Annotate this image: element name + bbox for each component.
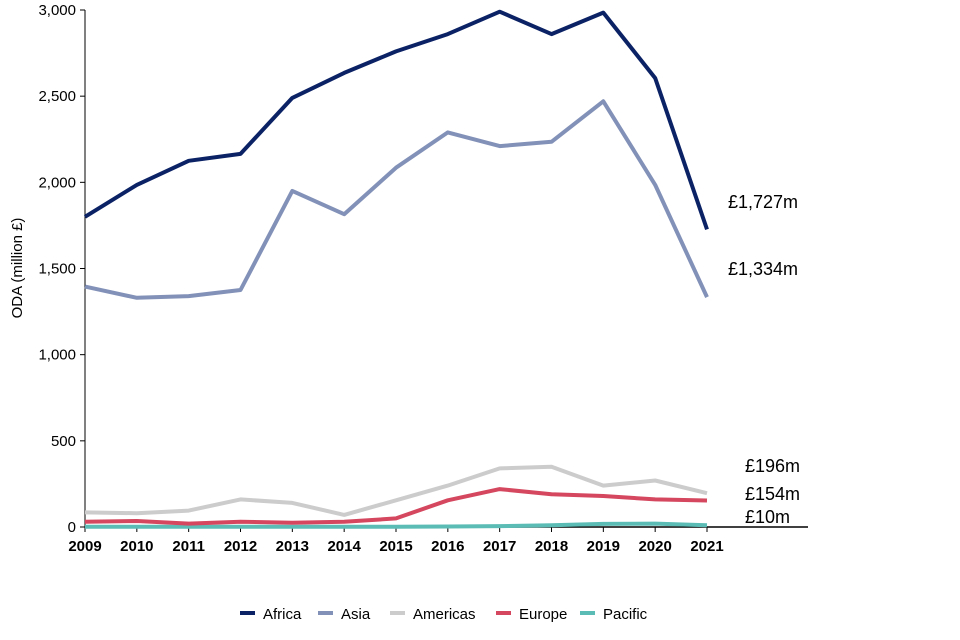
- y-axis-title: ODA (million £): [9, 218, 26, 319]
- end-labels: £1,727m £1,334m £196m £154m £10m: [728, 192, 800, 527]
- legend: Africa Asia Americas Europe Pacific: [240, 606, 648, 623]
- x-tick-label: 2015: [379, 538, 412, 555]
- y-tick-label: 3,000: [38, 2, 76, 19]
- series-line-asia: [84, 99, 709, 300]
- x-tick-label: 2009: [68, 538, 101, 555]
- x-tick-label: 2012: [224, 538, 257, 555]
- series-lines: [83, 9, 709, 529]
- end-label-americas: £196m: [745, 456, 800, 476]
- x-tick-label: 2017: [483, 538, 516, 555]
- x-tick-label: 2018: [535, 538, 568, 555]
- y-tick-label: 1,500: [38, 261, 76, 278]
- end-label-europe: £154m: [745, 484, 800, 504]
- legend-label-europe: Europe: [519, 606, 567, 623]
- series-line-europe: [84, 487, 708, 526]
- y-tick-label: 2,000: [38, 174, 76, 191]
- x-tick-label: 2010: [120, 538, 153, 555]
- legend-label-pacific: Pacific: [603, 606, 648, 623]
- x-tick-label: 2011: [172, 538, 205, 555]
- legend-label-americas: Americas: [413, 606, 476, 623]
- end-label-pacific: £10m: [745, 507, 790, 527]
- y-tick-label: 1,000: [38, 347, 76, 364]
- y-tick-label: 2,500: [38, 88, 76, 105]
- x-tick-label: 2021: [690, 538, 723, 555]
- series-line-pacific: [85, 521, 708, 529]
- legend-label-africa: Africa: [263, 606, 302, 623]
- y-axis-ticks: 0 500 1,000 1,500 2,000 2,500 3,000: [38, 2, 85, 536]
- x-tick-label: 2019: [587, 538, 620, 555]
- y-tick-label: 0: [68, 519, 76, 536]
- x-axis-ticks: 2009 2010 2011 2012 2013 2014 2015 2016 2017 2018…: [68, 527, 724, 555]
- legend-label-asia: Asia: [341, 606, 371, 623]
- x-tick-label: 2020: [638, 538, 671, 555]
- x-tick-label: 2013: [276, 538, 309, 555]
- x-tick-label: 2016: [431, 538, 464, 555]
- x-tick-label: 2014: [327, 538, 361, 555]
- end-label-africa: £1,727m: [728, 192, 798, 212]
- end-label-asia: £1,334m: [728, 259, 798, 279]
- series-line-africa: [83, 9, 709, 231]
- y-tick-label: 500: [51, 433, 76, 450]
- series-line-americas: [84, 464, 708, 517]
